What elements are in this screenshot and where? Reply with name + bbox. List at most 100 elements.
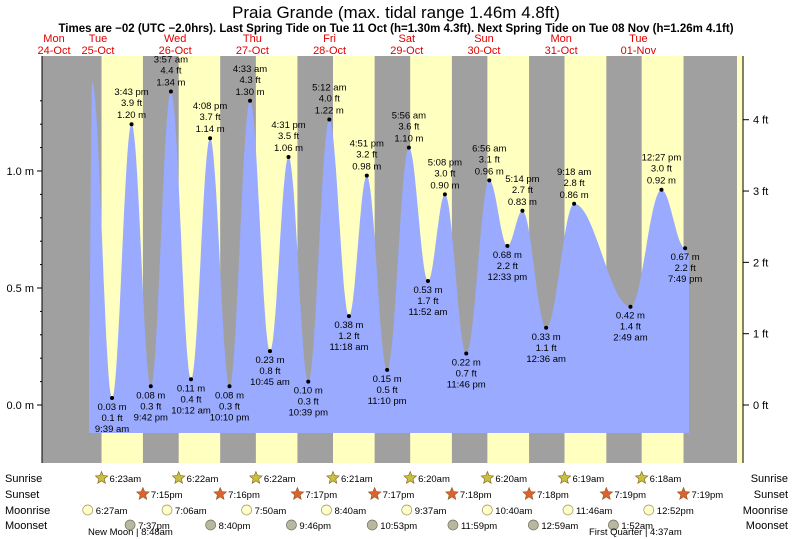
moonrise-time: 12:52pm [657, 506, 694, 517]
tide-time-label: 6:56 am [472, 143, 506, 154]
day-of-week-label: Sat [399, 33, 416, 45]
tide-m-label: 0.33 m [532, 332, 561, 343]
tide-point-dot [129, 122, 134, 127]
moonset-time: 11:59pm [461, 521, 497, 532]
tide-point: 4:51 pm3.2 ft0.98 m [350, 139, 384, 178]
tide-time-label: 3:57 am [154, 54, 188, 65]
sunset-icon [599, 486, 614, 500]
tide-point-dot [227, 384, 232, 389]
tide-point-dot [520, 208, 525, 213]
tide-point-dot [148, 384, 153, 389]
date-label: 27-Oct [236, 45, 269, 57]
tide-point: 0.67 m2.2 ft7:49 pm [668, 246, 702, 285]
chart-subtitle: Times are −02 (UTC −2.0hrs). Last Spring… [58, 23, 733, 35]
tide-m-label: 0.03 m [98, 402, 127, 413]
date-label: 30-Oct [467, 45, 500, 57]
tide-ft-label: 0.4 ft [180, 394, 201, 405]
moonrise-icon [241, 504, 252, 516]
tide-point-dot [327, 117, 332, 122]
tide-point-dot [385, 367, 390, 372]
y-tick-label-left: 0.0 m [6, 400, 34, 412]
tide-point-dot [505, 243, 510, 248]
moonset-time: 10:53pm [380, 521, 417, 532]
sunset-icon [213, 486, 228, 500]
tide-point-dot [628, 304, 633, 309]
tide-m-label: 0.08 m [136, 390, 165, 401]
moonrise-icon [643, 504, 655, 516]
sunrise-icon [326, 470, 340, 484]
tide-point-dot [425, 278, 430, 283]
chart-title: Praia Grande (max. tidal range 1.46m 4.8… [232, 3, 560, 22]
tide-time-label: 5:12 am [312, 83, 346, 94]
tide-time-label: 10:12 am [171, 405, 211, 416]
tide-point-dot [286, 154, 291, 159]
y-tick-label-right: 2 ft [753, 257, 768, 269]
sunset-time: 7:17pm [305, 490, 337, 501]
tide-ft-label: 0.3 ft [219, 401, 240, 412]
tide-m-label: 1.22 m [315, 106, 344, 117]
tide-time-label: 5:08 pm [428, 157, 462, 168]
moon-phase-new: New Moon | 8:48am [88, 527, 173, 538]
tide-m-label: 0.90 m [430, 180, 459, 191]
sunrise-icon [480, 470, 495, 484]
day-of-week-label: Mon [550, 33, 571, 45]
tide-time-label: 5:14 pm [505, 174, 539, 185]
sunrise-icon [634, 470, 649, 484]
tide-time-label: 3:43 pm [114, 87, 148, 98]
tide-ft-label: 3.9 ft [121, 98, 142, 109]
day-of-week-label: Mon [43, 33, 64, 45]
tide-m-label: 0.67 m [671, 252, 700, 263]
tide-m-label: 0.83 m [508, 197, 537, 208]
tide-time-label: 12:36 am [526, 354, 566, 365]
moonset-time: 12:59am [541, 521, 578, 532]
header: Praia Grande (max. tidal range 1.46m 4.8… [58, 3, 733, 35]
tide-m-label: 1.30 m [236, 87, 265, 98]
tide-time-label: 11:10 pm [368, 396, 407, 407]
tide-annotations: 0.03 m0.1 ft9:39 am 3:43 pm3.9 ft1.20 m 0.… [95, 54, 703, 435]
tide-m-label: 0.22 m [452, 358, 481, 369]
moonrise-icon [401, 504, 413, 516]
axes: 1.0 m 0.5 m 0.0 m 4 ft 3 ft 2 ft 1 ft 0 ft [6, 56, 768, 463]
tide-ft-label: 0.7 ft [456, 369, 477, 380]
tide-point: 5:14 pm2.7 ft0.83 m [505, 174, 540, 213]
moonrise-icon [562, 504, 574, 516]
day-of-week-label: Tue [629, 33, 648, 45]
tide-ft-label: 1.7 ft [417, 296, 438, 307]
tide-point-dot [487, 178, 492, 183]
moonset-icon [366, 519, 378, 531]
tide-point: 4:33 am4.3 ft1.30 m [233, 64, 267, 103]
tide-point-dot [110, 395, 115, 400]
moonrise-icon [481, 504, 493, 516]
sunset-icon [290, 486, 305, 500]
tide-point-dot [208, 136, 213, 141]
tide-ft-label: 3.7 ft [200, 112, 221, 123]
tide-point-dot [306, 379, 311, 384]
tide-point: 4:31 pm3.5 ft1.06 m [271, 120, 306, 159]
tide-time-label: 4:31 pm [271, 120, 305, 131]
tide-point: 0.03 m0.1 ft9:39 am [95, 395, 129, 435]
sunrise-time: 6:21am [341, 474, 373, 485]
tide-point-dot [572, 201, 577, 206]
moonrise-time: 11:46am [576, 506, 612, 517]
sunrise-icon [403, 470, 418, 484]
tide-m-label: 0.08 m [215, 390, 244, 401]
tide-m-label: 1.06 m [274, 143, 303, 154]
tide-time-label: 4:33 am [233, 64, 267, 75]
y-tick-label-right: 3 ft [753, 186, 768, 198]
tide-point: 6:56 am3.1 ft0.96 m [472, 143, 507, 183]
tide-point-dot [464, 351, 469, 356]
tide-m-label: 0.10 m [294, 386, 323, 397]
moonrise-icon [321, 504, 332, 516]
day-of-week-label: Thu [243, 33, 262, 45]
sunset-time: 7:18pm [460, 490, 492, 501]
tide-ft-label: 3.0 ft [434, 168, 455, 179]
tide-point: 5:12 am4.0 ft1.22 m [312, 83, 347, 122]
tide-ft-label: 4.4 ft [160, 65, 181, 76]
tide-point-dot [659, 187, 664, 192]
tide-ft-label: 1.4 ft [620, 322, 641, 333]
